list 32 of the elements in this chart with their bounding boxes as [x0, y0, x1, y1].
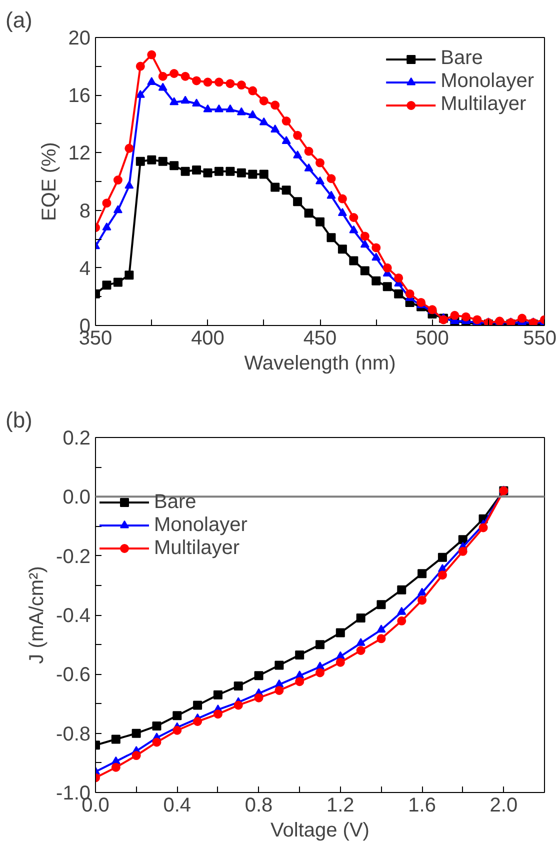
x-axis-title: Wavelength (nm) — [244, 352, 396, 374]
y-tick-label: 20 — [68, 28, 91, 50]
y-tick-label: 16 — [68, 85, 91, 108]
y-axis-title: EQE (%) — [38, 142, 60, 221]
legend-label: Monolayer — [154, 514, 248, 537]
legend-label: Multilayer — [154, 536, 240, 560]
text: (b) — [6, 408, 32, 432]
x-tick-label: 1.2 — [326, 794, 354, 816]
legend-label: Bare — [154, 490, 196, 514]
y-tick-label: 0.0 — [62, 486, 91, 509]
y-axis-title: J (mA/cm²) — [26, 566, 48, 664]
x-tick-label: 450 — [303, 328, 337, 350]
text: (a) — [6, 8, 32, 32]
x-tick-label: 0.8 — [244, 794, 273, 816]
y-tick-label: 8 — [79, 200, 90, 222]
x-tick-label: 0.4 — [163, 794, 192, 816]
legend-label: Bare — [440, 47, 483, 70]
x-tick-label: 400 — [191, 328, 224, 350]
x-tick-label: 1.6 — [408, 794, 436, 816]
y-tick-label: 4 — [79, 258, 90, 280]
x-tick-label: 550 — [523, 328, 556, 350]
x-tick-label: 500 — [416, 328, 449, 350]
y-tick-label: -0.2 — [56, 546, 91, 568]
y-tick-label: -0.4 — [56, 605, 91, 627]
y-tick-label: 12 — [68, 142, 91, 165]
x-axis-title: Voltage (V) — [270, 820, 370, 842]
x-tick-label: 2.0 — [490, 794, 518, 816]
legend-label: Multilayer — [440, 93, 526, 116]
y-tick-label: -0.6 — [56, 664, 91, 686]
legend-label: Monolayer — [440, 70, 534, 93]
y-tick-label: -0.8 — [56, 723, 91, 746]
y-tick-label: 0.2 — [62, 428, 91, 450]
